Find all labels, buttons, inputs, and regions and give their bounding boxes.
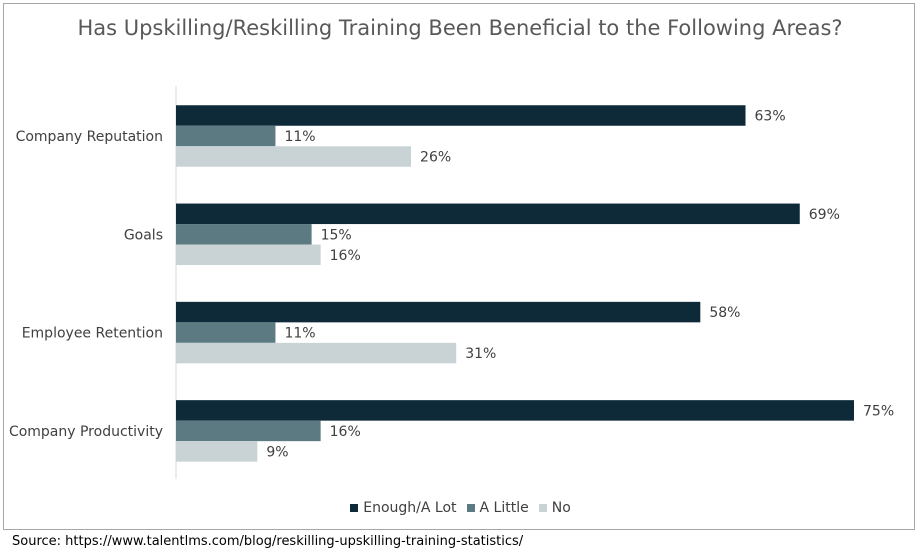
bar-no-goals: [176, 244, 321, 266]
legend-swatch-enough-a-lot: [350, 504, 359, 512]
data-label-enough-a-lot-company-productivity: 75%: [863, 403, 894, 419]
data-label-a-little-company-reputation: 11%: [284, 129, 315, 145]
legend-swatch-a-little: [466, 504, 475, 512]
category-label-company-productivity: Company Productivity: [9, 424, 163, 440]
data-label-enough-a-lot-company-reputation: 63%: [755, 109, 786, 125]
chart-legend: Enough/A Lot A Little No: [0, 500, 921, 516]
data-label-no-company-reputation: 26%: [420, 150, 451, 166]
category-label-employee-retention: Employee Retention: [22, 326, 163, 342]
legend-label-no: No: [551, 500, 571, 516]
bar-no-employee-retention: [176, 342, 457, 364]
bar-enough-a-lot-goals: [176, 203, 800, 225]
legend-item-no: No: [538, 500, 571, 516]
legend-item-enough-a-lot: Enough/A Lot: [350, 500, 457, 516]
bar-no-company-reputation: [176, 146, 412, 167]
data-label-enough-a-lot-goals: 69%: [809, 207, 840, 223]
data-label-no-company-productivity: 9%: [266, 444, 288, 460]
category-label-goals: Goals: [124, 227, 163, 243]
legend-label-a-little: A Little: [479, 500, 529, 516]
bar-a-little-goals: [176, 224, 312, 245]
data-label-no-employee-retention: 31%: [465, 346, 496, 362]
bar-enough-a-lot-employee-retention: [176, 301, 701, 323]
legend-label-enough-a-lot: Enough/A Lot: [363, 500, 457, 516]
legend-item-a-little: A Little: [466, 500, 529, 516]
data-label-a-little-employee-retention: 11%: [284, 326, 315, 342]
bar-no-company-productivity: [176, 441, 258, 462]
bar-a-little-company-productivity: [176, 420, 321, 442]
source-note: Source: https://www.talentlms.com/blog/r…: [12, 534, 524, 549]
data-label-no-goals: 16%: [330, 248, 361, 264]
chart-title: Has Upskilling/Reskilling Training Been …: [77, 16, 843, 40]
bar-a-little-company-reputation: [176, 125, 276, 147]
legend-swatch-no: [538, 504, 547, 512]
chart-frame: [3, 3, 915, 530]
category-label-company-reputation: Company Reputation: [16, 129, 163, 145]
data-label-enough-a-lot-employee-retention: 58%: [709, 305, 740, 321]
bar-enough-a-lot-company-reputation: [176, 105, 746, 126]
bar-enough-a-lot-company-productivity: [176, 400, 854, 421]
data-label-a-little-company-productivity: 16%: [330, 424, 361, 440]
data-label-a-little-goals: 15%: [321, 227, 352, 243]
bar-a-little-employee-retention: [176, 322, 276, 343]
